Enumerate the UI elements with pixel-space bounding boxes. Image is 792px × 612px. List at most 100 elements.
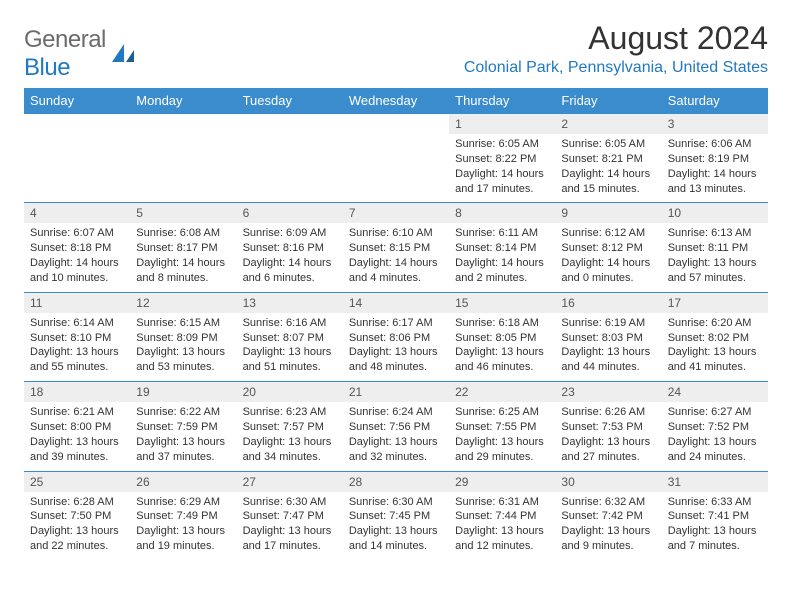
day-details: Sunrise: 6:16 AMSunset: 8:07 PMDaylight:… bbox=[237, 313, 343, 381]
day-number-cell: 23 bbox=[555, 382, 661, 403]
day-details: Sunrise: 6:18 AMSunset: 8:05 PMDaylight:… bbox=[449, 313, 555, 381]
day-details: Sunrise: 6:30 AMSunset: 7:47 PMDaylight:… bbox=[237, 492, 343, 560]
day-details-cell: Sunrise: 6:05 AMSunset: 8:21 PMDaylight:… bbox=[555, 134, 661, 203]
day-details-cell: Sunrise: 6:07 AMSunset: 8:18 PMDaylight:… bbox=[24, 223, 130, 292]
day-number-cell: 7 bbox=[343, 203, 449, 224]
day-number-cell: 30 bbox=[555, 471, 661, 492]
daynum-row: 18192021222324 bbox=[24, 382, 768, 403]
day-details-cell: Sunrise: 6:22 AMSunset: 7:59 PMDaylight:… bbox=[130, 402, 236, 471]
day-details-cell bbox=[343, 134, 449, 203]
day-details: Sunrise: 6:24 AMSunset: 7:56 PMDaylight:… bbox=[343, 402, 449, 470]
daynum-row: 123 bbox=[24, 114, 768, 135]
day-details: Sunrise: 6:11 AMSunset: 8:14 PMDaylight:… bbox=[449, 223, 555, 291]
day-number-cell: 6 bbox=[237, 203, 343, 224]
header: General Blue August 2024 Colonial Park, … bbox=[24, 20, 768, 82]
day-details-cell: Sunrise: 6:10 AMSunset: 8:15 PMDaylight:… bbox=[343, 223, 449, 292]
day-details: Sunrise: 6:23 AMSunset: 7:57 PMDaylight:… bbox=[237, 402, 343, 470]
day-details: Sunrise: 6:05 AMSunset: 8:21 PMDaylight:… bbox=[555, 134, 661, 202]
logo-text-general: General bbox=[24, 26, 106, 53]
details-row: Sunrise: 6:28 AMSunset: 7:50 PMDaylight:… bbox=[24, 492, 768, 560]
day-details-cell: Sunrise: 6:30 AMSunset: 7:45 PMDaylight:… bbox=[343, 492, 449, 560]
daynum-row: 25262728293031 bbox=[24, 471, 768, 492]
day-details-cell bbox=[130, 134, 236, 203]
day-details-cell: Sunrise: 6:17 AMSunset: 8:06 PMDaylight:… bbox=[343, 313, 449, 382]
logo-sail-icon bbox=[110, 40, 138, 68]
day-details: Sunrise: 6:19 AMSunset: 8:03 PMDaylight:… bbox=[555, 313, 661, 381]
day-details-cell bbox=[24, 134, 130, 203]
day-details-cell: Sunrise: 6:13 AMSunset: 8:11 PMDaylight:… bbox=[662, 223, 768, 292]
day-details-cell: Sunrise: 6:32 AMSunset: 7:42 PMDaylight:… bbox=[555, 492, 661, 560]
day-details-cell: Sunrise: 6:16 AMSunset: 8:07 PMDaylight:… bbox=[237, 313, 343, 382]
day-number-cell: 5 bbox=[130, 203, 236, 224]
day-details-cell: Sunrise: 6:33 AMSunset: 7:41 PMDaylight:… bbox=[662, 492, 768, 560]
day-header: Saturday bbox=[662, 88, 768, 114]
day-header: Tuesday bbox=[237, 88, 343, 114]
day-details-cell: Sunrise: 6:12 AMSunset: 8:12 PMDaylight:… bbox=[555, 223, 661, 292]
day-header: Monday bbox=[130, 88, 236, 114]
day-details: Sunrise: 6:27 AMSunset: 7:52 PMDaylight:… bbox=[662, 402, 768, 470]
day-number-cell: 14 bbox=[343, 292, 449, 313]
day-number-cell: 31 bbox=[662, 471, 768, 492]
day-details-cell: Sunrise: 6:18 AMSunset: 8:05 PMDaylight:… bbox=[449, 313, 555, 382]
day-details-cell: Sunrise: 6:15 AMSunset: 8:09 PMDaylight:… bbox=[130, 313, 236, 382]
day-details: Sunrise: 6:09 AMSunset: 8:16 PMDaylight:… bbox=[237, 223, 343, 291]
details-row: Sunrise: 6:07 AMSunset: 8:18 PMDaylight:… bbox=[24, 223, 768, 292]
day-details: Sunrise: 6:12 AMSunset: 8:12 PMDaylight:… bbox=[555, 223, 661, 291]
logo-text-blue: Blue bbox=[24, 54, 70, 81]
day-number-cell: 18 bbox=[24, 382, 130, 403]
day-number-cell: 27 bbox=[237, 471, 343, 492]
day-details: Sunrise: 6:10 AMSunset: 8:15 PMDaylight:… bbox=[343, 223, 449, 291]
day-number-cell: 1 bbox=[449, 114, 555, 135]
day-details: Sunrise: 6:06 AMSunset: 8:19 PMDaylight:… bbox=[662, 134, 768, 202]
day-number-cell: 2 bbox=[555, 114, 661, 135]
day-details-cell: Sunrise: 6:09 AMSunset: 8:16 PMDaylight:… bbox=[237, 223, 343, 292]
details-row: Sunrise: 6:14 AMSunset: 8:10 PMDaylight:… bbox=[24, 313, 768, 382]
day-details-cell: Sunrise: 6:21 AMSunset: 8:00 PMDaylight:… bbox=[24, 402, 130, 471]
day-details-cell: Sunrise: 6:14 AMSunset: 8:10 PMDaylight:… bbox=[24, 313, 130, 382]
day-number-cell: 3 bbox=[662, 114, 768, 135]
day-number-cell: 26 bbox=[130, 471, 236, 492]
day-details: Sunrise: 6:22 AMSunset: 7:59 PMDaylight:… bbox=[130, 402, 236, 470]
day-details-cell: Sunrise: 6:26 AMSunset: 7:53 PMDaylight:… bbox=[555, 402, 661, 471]
day-header: Wednesday bbox=[343, 88, 449, 114]
day-number-cell: 25 bbox=[24, 471, 130, 492]
day-details: Sunrise: 6:21 AMSunset: 8:00 PMDaylight:… bbox=[24, 402, 130, 470]
day-number-cell: 9 bbox=[555, 203, 661, 224]
details-row: Sunrise: 6:21 AMSunset: 8:00 PMDaylight:… bbox=[24, 402, 768, 471]
day-details: Sunrise: 6:29 AMSunset: 7:49 PMDaylight:… bbox=[130, 492, 236, 560]
daynum-row: 11121314151617 bbox=[24, 292, 768, 313]
day-number-cell: 21 bbox=[343, 382, 449, 403]
day-number-cell: 28 bbox=[343, 471, 449, 492]
day-details: Sunrise: 6:14 AMSunset: 8:10 PMDaylight:… bbox=[24, 313, 130, 381]
day-details-cell: Sunrise: 6:05 AMSunset: 8:22 PMDaylight:… bbox=[449, 134, 555, 203]
location-text: Colonial Park, Pennsylvania, United Stat… bbox=[464, 59, 768, 77]
day-details: Sunrise: 6:17 AMSunset: 8:06 PMDaylight:… bbox=[343, 313, 449, 381]
day-header: Friday bbox=[555, 88, 661, 114]
title-block: August 2024 Colonial Park, Pennsylvania,… bbox=[464, 20, 768, 77]
details-row: Sunrise: 6:05 AMSunset: 8:22 PMDaylight:… bbox=[24, 134, 768, 203]
day-details-cell: Sunrise: 6:31 AMSunset: 7:44 PMDaylight:… bbox=[449, 492, 555, 560]
day-details: Sunrise: 6:33 AMSunset: 7:41 PMDaylight:… bbox=[662, 492, 768, 560]
day-number-cell bbox=[237, 114, 343, 135]
day-number-cell: 4 bbox=[24, 203, 130, 224]
day-number-cell: 10 bbox=[662, 203, 768, 224]
day-header: Sunday bbox=[24, 88, 130, 114]
day-number-cell: 13 bbox=[237, 292, 343, 313]
day-details: Sunrise: 6:20 AMSunset: 8:02 PMDaylight:… bbox=[662, 313, 768, 381]
day-details-cell: Sunrise: 6:27 AMSunset: 7:52 PMDaylight:… bbox=[662, 402, 768, 471]
day-number-cell: 20 bbox=[237, 382, 343, 403]
day-details: Sunrise: 6:15 AMSunset: 8:09 PMDaylight:… bbox=[130, 313, 236, 381]
day-details: Sunrise: 6:30 AMSunset: 7:45 PMDaylight:… bbox=[343, 492, 449, 560]
logo: General Blue bbox=[24, 26, 138, 82]
day-details: Sunrise: 6:26 AMSunset: 7:53 PMDaylight:… bbox=[555, 402, 661, 470]
day-number-cell: 12 bbox=[130, 292, 236, 313]
day-details: Sunrise: 6:07 AMSunset: 8:18 PMDaylight:… bbox=[24, 223, 130, 291]
day-number-cell bbox=[130, 114, 236, 135]
day-number-cell: 24 bbox=[662, 382, 768, 403]
day-number-cell: 11 bbox=[24, 292, 130, 313]
day-details: Sunrise: 6:08 AMSunset: 8:17 PMDaylight:… bbox=[130, 223, 236, 291]
day-details-cell: Sunrise: 6:11 AMSunset: 8:14 PMDaylight:… bbox=[449, 223, 555, 292]
day-details-cell: Sunrise: 6:24 AMSunset: 7:56 PMDaylight:… bbox=[343, 402, 449, 471]
day-details: Sunrise: 6:05 AMSunset: 8:22 PMDaylight:… bbox=[449, 134, 555, 202]
day-details: Sunrise: 6:28 AMSunset: 7:50 PMDaylight:… bbox=[24, 492, 130, 560]
